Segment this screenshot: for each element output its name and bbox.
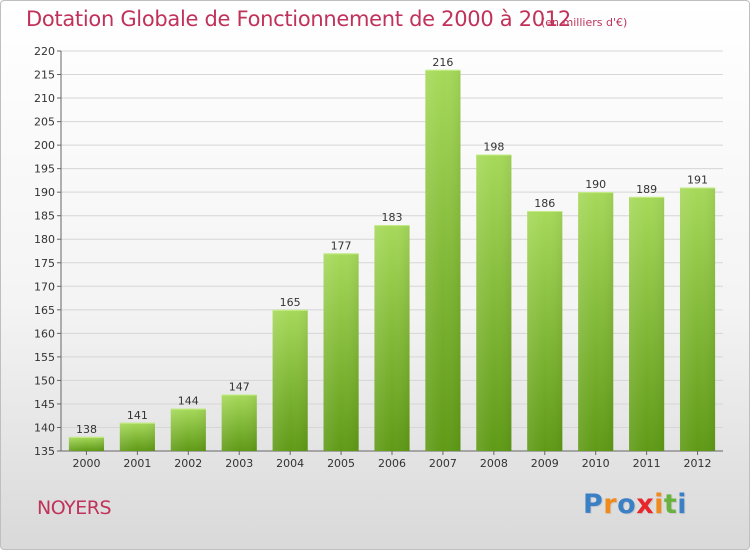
bar-value-label: 190 xyxy=(585,178,606,191)
logo-letter: o xyxy=(617,489,637,520)
bar-shading xyxy=(578,192,614,452)
commune-name: NOYERS xyxy=(37,497,112,519)
x-tick-label: 2007 xyxy=(429,457,457,470)
y-tick-label: 165 xyxy=(34,304,55,317)
x-tick-label: 2003 xyxy=(225,457,253,470)
x-tick-label: 2010 xyxy=(582,457,610,470)
bar-shading xyxy=(679,187,716,451)
bar-value-label: 144 xyxy=(178,395,199,408)
y-tick-label: 170 xyxy=(34,280,55,293)
y-tick-label: 155 xyxy=(34,351,55,364)
x-tick-label: 2005 xyxy=(327,457,355,470)
logo-letter: P xyxy=(583,489,604,520)
logo-letter: x xyxy=(636,489,655,520)
bar-value-label: 216 xyxy=(432,56,453,69)
y-tick-label: 210 xyxy=(34,92,55,105)
bar-shading xyxy=(629,196,665,451)
y-tick-label: 180 xyxy=(34,233,55,246)
labels: 138 2000 141 2001 144 2002 147 2003 165 2004 177 20… xyxy=(72,56,711,470)
bar-value-label: 191 xyxy=(687,173,708,186)
bar-value-label: 138 xyxy=(76,423,97,436)
bar-shading xyxy=(425,69,461,451)
x-tick-label: 2011 xyxy=(633,457,661,470)
bar-shading xyxy=(272,309,308,451)
bar-value-label: 198 xyxy=(483,141,504,154)
bar-value-label: 189 xyxy=(636,183,657,196)
logo-letter: i xyxy=(654,489,664,520)
chart-subtitle: (en milliers d'€) xyxy=(541,16,628,29)
bar-value-label: 165 xyxy=(280,296,301,309)
y-tick-label: 200 xyxy=(34,139,55,152)
x-tick-label: 2008 xyxy=(480,457,508,470)
bar-value-label: 186 xyxy=(534,197,555,210)
y-tick-label: 185 xyxy=(34,210,55,223)
bar-shading xyxy=(221,394,257,451)
y-tick-label: 145 xyxy=(34,398,55,411)
bar-shading xyxy=(68,436,105,451)
x-tick-label: 2006 xyxy=(378,457,406,470)
y-tick-label: 135 xyxy=(34,445,55,458)
bar-shading xyxy=(323,253,359,451)
logo-letter: t xyxy=(663,489,678,520)
bar-value-label: 183 xyxy=(382,211,403,224)
y-tick-label: 140 xyxy=(34,421,55,434)
chart-title: Dotation Globale de Fonctionnement de 20… xyxy=(26,7,571,31)
y-tick-label: 205 xyxy=(34,116,55,129)
y-tick-label: 150 xyxy=(34,374,55,387)
x-tick-label: 2004 xyxy=(276,457,304,470)
x-tick-label: 2012 xyxy=(684,457,712,470)
x-tick-label: 2009 xyxy=(531,457,559,470)
proxiti-logo: Proxiti xyxy=(583,489,687,520)
bar-value-label: 147 xyxy=(229,381,250,394)
x-tick-label: 2002 xyxy=(174,457,202,470)
y-tick-label: 215 xyxy=(34,69,55,82)
logo-letter: r xyxy=(603,489,618,520)
y-tick-label: 190 xyxy=(34,186,55,199)
bar-shading xyxy=(170,408,206,451)
bars xyxy=(68,69,716,452)
bar-shading xyxy=(527,211,563,451)
x-tick-label: 2001 xyxy=(123,457,151,470)
y-tick-label: 175 xyxy=(34,257,55,270)
bar-value-label: 177 xyxy=(331,239,352,252)
logo-letter: i xyxy=(677,489,688,520)
y-tick-label: 160 xyxy=(34,327,55,340)
bar-value-label: 141 xyxy=(127,409,148,422)
y-tick-label: 220 xyxy=(34,45,55,58)
bar-shading xyxy=(476,154,512,451)
y-tick-label: 195 xyxy=(34,163,55,176)
x-tick-label: 2000 xyxy=(72,457,100,470)
bar-shading xyxy=(119,422,155,451)
bar-shading xyxy=(374,225,410,451)
